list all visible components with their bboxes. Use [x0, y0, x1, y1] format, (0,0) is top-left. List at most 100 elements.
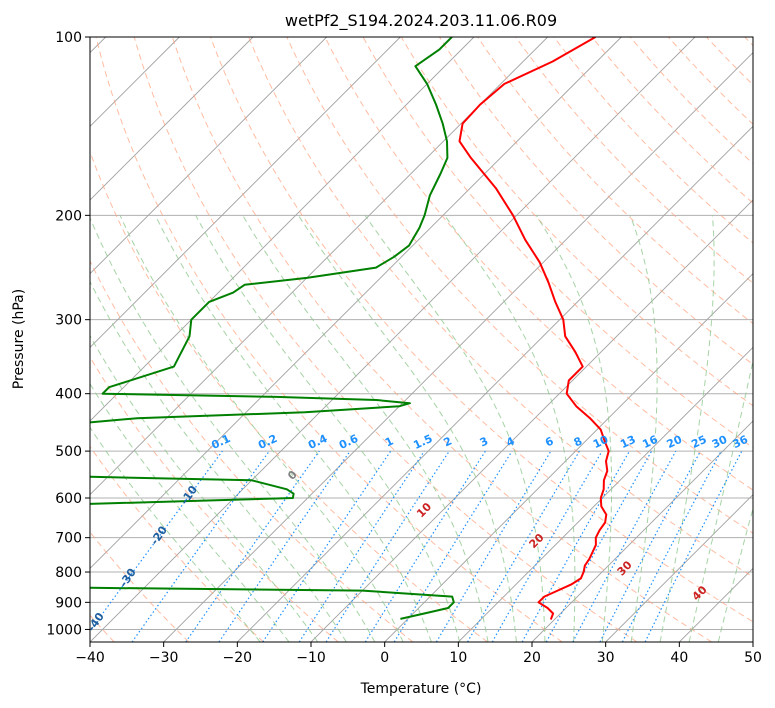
y-tick-label: 1000: [46, 622, 82, 638]
mixing-ratio-label: 16: [640, 433, 660, 451]
mixing-ratio-label: 20: [665, 433, 685, 451]
x-tick-label: 50: [744, 650, 762, 666]
mixing-ratio-line: [325, 450, 450, 642]
isotherm-line: [90, 37, 696, 642]
moist-adiabat-line: [444, 215, 576, 642]
mixing-ratio-label: 1.5: [411, 432, 434, 452]
dry-adiabat-line: [324, 37, 753, 491]
dry-adiabat-line: [90, 445, 264, 642]
moist-adiabat-line: [119, 215, 404, 642]
dewpoint-line: [90, 37, 455, 620]
moist-adiabat-line: [242, 215, 489, 642]
dry-adiabat-line: [591, 37, 753, 204]
plot-frame: [89, 36, 754, 643]
y-tick-label: 200: [55, 208, 82, 224]
y-tick-label: 700: [55, 531, 82, 547]
dry-adiabat-line: [477, 37, 753, 325]
x-tick-label: 30: [597, 650, 615, 666]
isotherm-line: [679, 567, 753, 642]
mixing-ratio-label: 3: [478, 434, 490, 449]
y-tick-label: 800: [55, 565, 82, 581]
y-tick-label: 500: [55, 444, 82, 460]
dry-adiabat-label: -50: [17, 617, 39, 641]
moist-adiabat-line: [535, 215, 613, 642]
y-tick-label: 100: [55, 30, 82, 46]
mixing-ratio-label: 30: [710, 433, 730, 451]
isotherm-line: [752, 641, 753, 642]
moist-adiabat-line: [195, 215, 461, 642]
y-axis-label: Pressure (hPa): [11, 289, 27, 389]
dry-adiabat-line: [744, 37, 753, 47]
mixing-ratio-label: 0.1: [209, 432, 232, 452]
isotherm-line: [90, 37, 401, 348]
x-tick-label: 20: [523, 650, 541, 666]
x-tick-label: 0: [380, 650, 389, 666]
x-tick-label: 10: [449, 650, 467, 666]
mixing-ratio-label: 13: [618, 433, 637, 451]
isotherm-line: [90, 37, 327, 275]
mixing-ratio-line: [131, 450, 270, 642]
data-series: [90, 37, 610, 620]
mixing-ratio-line: [218, 450, 351, 642]
x-tick-label: −10: [296, 650, 326, 666]
dry-adiabat-line: [90, 150, 488, 642]
y-tick-label: 900: [55, 595, 82, 611]
dry-adiabat-line: [90, 356, 339, 642]
moist-adiabat-line: [297, 215, 517, 642]
moist-adiabat-line: [659, 215, 715, 642]
moist-adiabat-label: 30: [615, 558, 635, 578]
isotherm-line: [531, 420, 753, 642]
isotherm-line: [90, 37, 548, 496]
dry-adiabat-line: [90, 259, 414, 642]
moist-adiabat-line: [90, 426, 261, 642]
isotherm-line: [458, 346, 753, 642]
temperature-line: [458, 37, 610, 620]
mixing-ratio-line: [262, 450, 392, 642]
mixing-ratio-label: 8: [572, 434, 584, 449]
dry-adiabat-line: [706, 37, 753, 86]
x-tick-label: −20: [223, 650, 253, 666]
background-grid: [90, 37, 753, 642]
moist-adiabat-line: [688, 358, 753, 642]
dry-adiabat-line: [286, 37, 753, 534]
x-tick-label: −40: [75, 650, 105, 666]
mixing-ratio-line: [545, 450, 653, 642]
mixing-ratio-label: 6: [543, 434, 556, 449]
mixing-ratio-line: [90, 450, 223, 632]
x-axis-label: Temperature (°C): [360, 681, 482, 697]
x-tick-label: 40: [670, 650, 688, 666]
dry-adiabat-line: [248, 37, 753, 578]
mixing-ratio-line: [393, 450, 513, 642]
dry-adiabat-line: [95, 37, 563, 642]
dry-adiabat-line: [515, 37, 753, 284]
moist-adiabat-line: [364, 215, 546, 642]
isotherm-line: [310, 199, 753, 642]
chart-title: wetPf2_S194.2024.203.11.06.R09: [285, 11, 557, 31]
dry-adiabat-line: [171, 37, 712, 642]
isotherm-line: [605, 494, 753, 642]
isotherm-line: [90, 37, 254, 201]
x-tick-label: −30: [149, 650, 179, 666]
mixing-ratio-line: [572, 450, 677, 642]
moist-adiabat-line: [154, 215, 432, 642]
moist-adiabat-label: 40: [690, 583, 710, 603]
isotherm-line: [163, 52, 753, 642]
moist-adiabat-line: [90, 280, 347, 642]
mixing-ratio-label: 36: [731, 433, 751, 451]
mixing-ratio-label: 25: [689, 433, 708, 451]
isotherm-line: [90, 37, 475, 422]
y-tick-label: 300: [55, 313, 82, 329]
moist-adiabat-line: [629, 215, 658, 642]
moist-adiabat-line: [90, 216, 376, 642]
mixing-ratio-label: 10: [591, 433, 611, 451]
dry-adiabat-line: [668, 37, 753, 125]
y-tick-label: 400: [55, 387, 82, 403]
mixing-ratio-label: 1: [383, 434, 395, 449]
dry-adiabat-line: [133, 37, 638, 642]
moist-adiabat-line: [90, 382, 290, 642]
y-tick-label: 600: [55, 491, 82, 507]
mixing-ratio-label: 0.4: [306, 432, 329, 452]
moist-adiabat-line: [90, 334, 319, 642]
mixing-ratio-line: [599, 450, 702, 642]
